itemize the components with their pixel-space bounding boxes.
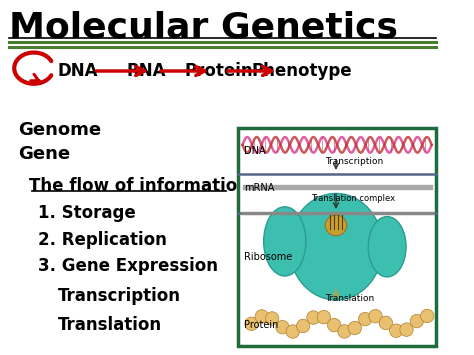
Ellipse shape	[390, 324, 403, 338]
Ellipse shape	[289, 193, 383, 300]
Ellipse shape	[379, 316, 392, 330]
Ellipse shape	[338, 325, 351, 338]
Text: Transcription: Transcription	[325, 157, 383, 166]
Ellipse shape	[265, 312, 279, 325]
Ellipse shape	[358, 312, 372, 326]
Text: 3. Gene Expression: 3. Gene Expression	[38, 257, 218, 275]
Ellipse shape	[264, 207, 306, 276]
Ellipse shape	[307, 311, 320, 324]
Ellipse shape	[400, 323, 413, 337]
Text: Translation: Translation	[325, 294, 374, 303]
Ellipse shape	[296, 319, 310, 333]
Text: DNA: DNA	[58, 62, 98, 80]
Text: mRNA: mRNA	[244, 183, 274, 193]
Ellipse shape	[276, 321, 289, 334]
Text: 2. Replication: 2. Replication	[38, 231, 167, 248]
Text: Molecular Genetics: Molecular Genetics	[9, 11, 398, 45]
Text: Translation complex: Translation complex	[311, 194, 396, 203]
Ellipse shape	[348, 321, 362, 335]
Text: Gene: Gene	[18, 146, 70, 163]
Text: Translation: Translation	[58, 316, 162, 334]
Text: Transcription: Transcription	[58, 288, 181, 305]
Text: Genome: Genome	[18, 121, 101, 138]
Ellipse shape	[410, 314, 424, 328]
Text: RNA: RNA	[127, 62, 166, 80]
Text: 1. Storage: 1. Storage	[38, 204, 136, 222]
FancyBboxPatch shape	[238, 128, 436, 346]
Text: Phenotype: Phenotype	[251, 62, 352, 80]
Ellipse shape	[255, 310, 268, 323]
Ellipse shape	[286, 325, 300, 338]
Text: The flow of information:: The flow of information:	[29, 178, 255, 195]
Ellipse shape	[368, 217, 406, 277]
Ellipse shape	[369, 310, 382, 323]
Ellipse shape	[317, 310, 330, 324]
Ellipse shape	[420, 309, 434, 323]
Ellipse shape	[328, 318, 341, 332]
Text: Protein: Protein	[244, 320, 278, 330]
Ellipse shape	[245, 317, 258, 331]
Ellipse shape	[325, 215, 346, 236]
Text: DNA: DNA	[244, 146, 265, 156]
Text: Ribosome: Ribosome	[244, 252, 292, 262]
Text: Protein: Protein	[185, 62, 253, 80]
